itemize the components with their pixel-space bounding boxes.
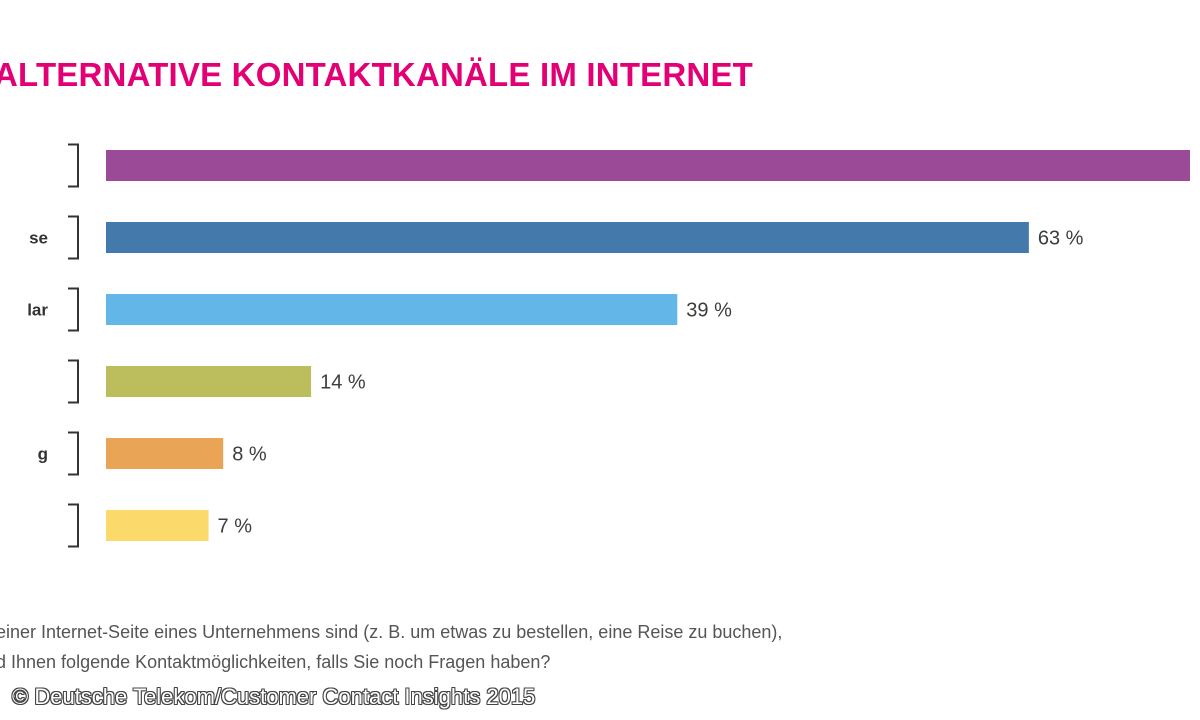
category-bracket [68,215,79,260]
category-bracket [68,359,79,404]
bar [106,510,209,541]
category-label: lar [27,301,48,320]
bar [106,294,678,325]
survey-question-line-1: einer Internet-Seite eines Unternehmens … [0,622,783,642]
category-bracket [68,503,79,548]
value-label: 39 % [686,300,732,322]
category-label: se [29,229,48,248]
value-label: 8 % [232,444,267,466]
survey-question-line-2: d Ihnen folgende Kontaktmöglichkeiten, f… [0,652,551,672]
copyright-notice: © Deutsche Telekom/Customer Contact Insi… [12,684,536,709]
category-bracket [68,143,79,188]
chart-title: ALTERNATIVE KONTAKTKANÄLE IM INTERNET [0,56,754,93]
bar [106,150,1190,181]
bar [106,438,224,469]
bar [106,366,312,397]
bar [106,222,1029,253]
value-label: 63 % [1038,228,1084,250]
value-label: 7 % [218,516,253,538]
category-bracket [68,431,79,476]
category-bracket [68,287,79,332]
category-label: g [38,445,48,464]
bar-chart: se 63 % lar 39 % 14 % g 8 % 7 % [27,143,1190,548]
value-label: 14 % [320,372,366,394]
